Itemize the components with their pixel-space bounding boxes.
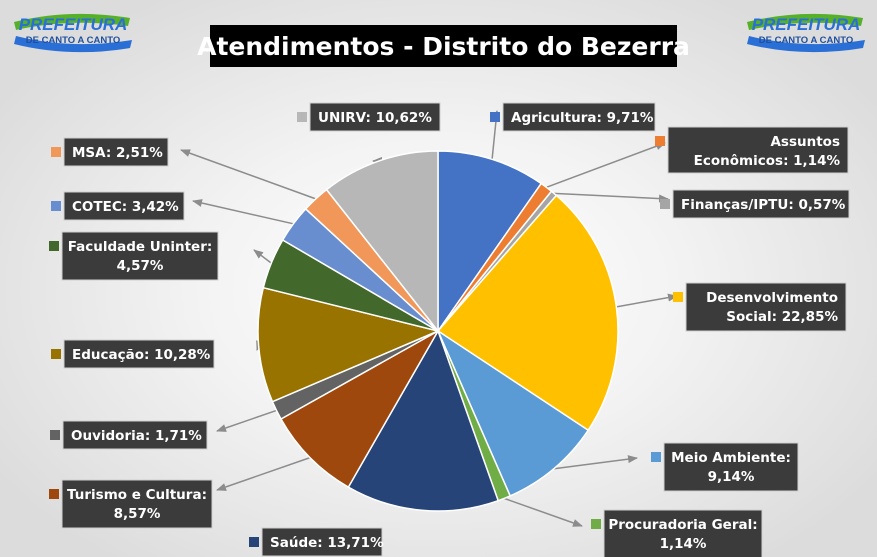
leader-line xyxy=(553,192,669,203)
legend-key-swatch xyxy=(490,112,500,122)
data-label-box xyxy=(63,339,215,369)
legend-key-swatch xyxy=(655,136,665,146)
data-label-box xyxy=(309,102,441,132)
data-label-text: Agricultura: 9,71% xyxy=(511,110,654,126)
data-label-box xyxy=(62,420,208,450)
data-label: Ouvidoria: 1,71% xyxy=(50,420,208,450)
pie-slice xyxy=(436,194,619,432)
legend-key-swatch xyxy=(51,349,61,359)
data-label-box xyxy=(61,479,213,529)
legend-key-swatch xyxy=(660,199,670,209)
chart-title: Atendimentos - Distrito do Bezerra xyxy=(197,25,690,67)
data-label: MSA: 2,51% xyxy=(51,137,169,167)
data-label-text: Ouvidoria: 1,71% xyxy=(71,428,202,444)
leader-line xyxy=(180,149,317,200)
pie-slice xyxy=(437,150,543,334)
legend-key-swatch xyxy=(49,489,59,499)
leader-line xyxy=(216,456,311,491)
data-label: Finanças/IPTU: 0,57% xyxy=(660,189,850,219)
leader-line xyxy=(553,455,638,470)
data-label-text: Educação: 10,28% xyxy=(72,347,211,363)
data-label: Turismo e Cultura: 8,57% xyxy=(49,479,213,529)
data-label-box xyxy=(63,191,185,221)
data-label: Procuradoria Geral: 1,14% xyxy=(591,509,763,557)
logo-line1: PREFEITURA xyxy=(19,15,128,34)
data-label-text: Desenvolvimento Social: 22,85% xyxy=(706,290,838,325)
legend-key-swatch xyxy=(673,292,683,302)
data-label-text: Finanças/IPTU: 0,57% xyxy=(681,197,846,213)
data-label: Agricultura: 9,71% xyxy=(490,102,656,132)
logo-line1: PREFEITURA xyxy=(752,15,861,34)
legend-key-swatch xyxy=(591,519,601,529)
pie-slice xyxy=(347,329,500,512)
legend-key-swatch xyxy=(49,241,59,251)
legend-key-swatch xyxy=(297,112,307,122)
legend-key-swatch xyxy=(50,430,60,440)
data-label-box xyxy=(603,509,763,557)
pie-slice xyxy=(257,286,441,403)
data-label-text: COTEC: 3,42% xyxy=(72,199,179,215)
data-label-box xyxy=(502,102,656,132)
pie-slice xyxy=(279,329,441,489)
data-label-box xyxy=(61,231,219,281)
prefeitura-logo-right: PREFEITURA DE CANTO A CANTO xyxy=(743,6,869,54)
data-label-text: Turismo e Cultura: 8,57% xyxy=(67,487,207,522)
legend-key-swatch xyxy=(51,201,61,211)
data-label-box xyxy=(663,442,799,492)
data-label-text: Procuradoria Geral: 1,14% xyxy=(608,517,757,552)
data-label-text: MSA: 2,51% xyxy=(72,145,163,161)
leader-line xyxy=(192,199,294,225)
data-label-box xyxy=(63,137,169,167)
leader-line xyxy=(546,142,666,189)
data-label: Desenvolvimento Social: 22,85% xyxy=(673,282,847,332)
data-label-box xyxy=(667,126,849,174)
data-label-text: Assuntos Econômicos: 1,14% xyxy=(694,134,841,169)
data-label: UNIRV: 10,62% xyxy=(297,102,441,132)
data-label-text: UNIRV: 10,62% xyxy=(318,110,432,126)
legend-key-swatch xyxy=(51,147,61,157)
pie-slice xyxy=(325,150,439,334)
data-label-box xyxy=(261,527,383,557)
leader-line xyxy=(253,249,272,264)
data-label-box xyxy=(672,189,850,219)
leader-line xyxy=(616,293,678,308)
data-label-text: Saúde: 13,71% xyxy=(270,535,384,551)
leader-line xyxy=(216,409,277,432)
logo-line2: DE CANTO A CANTO xyxy=(26,35,120,46)
prefeitura-logo-left: PREFEITURA DE CANTO A CANTO xyxy=(10,6,136,54)
data-label-text: Faculdade Uninter: 4,57% xyxy=(68,239,213,274)
data-label: Faculdade Uninter: 4,57% xyxy=(49,231,219,281)
data-label: Assuntos Econômicos: 1,14% xyxy=(655,126,849,174)
data-label: Saúde: 13,71% xyxy=(249,527,384,557)
data-label: Educação: 10,28% xyxy=(51,339,215,369)
legend-key-swatch xyxy=(651,452,661,462)
data-label-text: Meio Ambiente: 9,14% xyxy=(671,450,791,485)
data-label: COTEC: 3,42% xyxy=(51,191,185,221)
logo-line2: DE CANTO A CANTO xyxy=(759,35,853,46)
leader-line xyxy=(503,497,583,527)
data-label: Meio Ambiente: 9,14% xyxy=(651,442,799,492)
pie-slice xyxy=(436,328,590,497)
data-label-box xyxy=(685,282,847,332)
legend-key-swatch xyxy=(249,537,259,547)
